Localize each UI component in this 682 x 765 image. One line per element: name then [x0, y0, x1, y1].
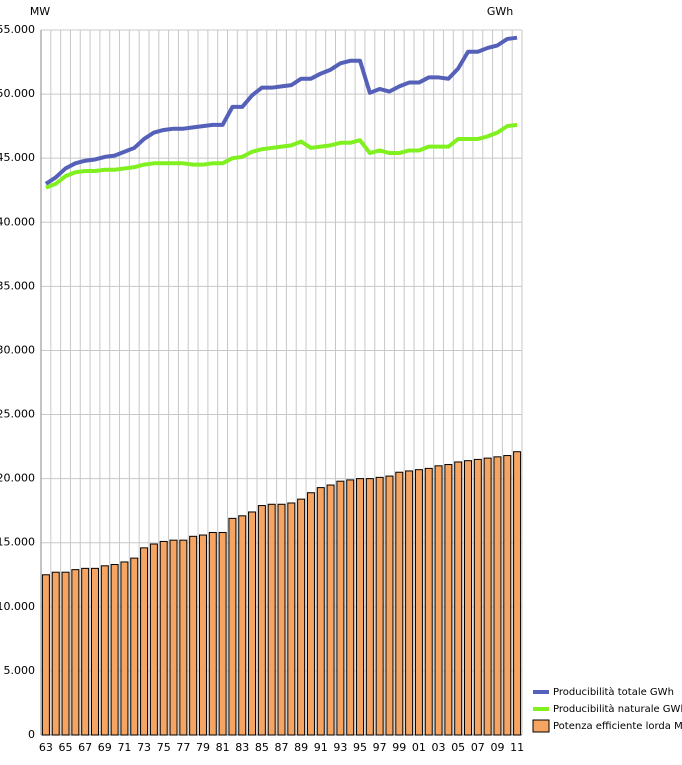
x-tick-label: 75 — [157, 741, 171, 754]
y-tick-label: 55.000 — [0, 23, 35, 36]
bar — [169, 539, 178, 736]
bar — [365, 478, 374, 736]
x-tick-label: 69 — [98, 741, 112, 754]
bar — [385, 475, 394, 736]
bar — [483, 457, 492, 736]
legend-swatch — [532, 719, 550, 733]
bar — [267, 503, 276, 736]
x-tick-label: 65 — [59, 741, 73, 754]
x-tick-label: 77 — [176, 741, 190, 754]
bar — [189, 535, 198, 736]
bar — [297, 498, 306, 736]
y-tick-label: 40.000 — [0, 215, 35, 228]
bar — [277, 503, 286, 736]
bar — [503, 455, 512, 736]
bar — [464, 460, 473, 736]
x-tick-label: 91 — [314, 741, 328, 754]
x-tick-label: 99 — [392, 741, 406, 754]
bar — [100, 565, 109, 736]
bar — [159, 540, 168, 736]
bar — [140, 547, 149, 736]
x-tick-label: 67 — [78, 741, 92, 754]
bar — [51, 571, 60, 736]
bar — [287, 502, 296, 736]
x-tick-label: 11 — [510, 741, 524, 754]
x-tick-label: 71 — [117, 741, 131, 754]
bar — [257, 505, 266, 736]
bar — [248, 511, 257, 736]
y-axis-label-right: GWh — [487, 5, 513, 18]
bar — [179, 539, 188, 736]
y-tick-label: 35.000 — [0, 279, 35, 292]
x-tick-label: 83 — [235, 741, 249, 754]
bar — [444, 464, 453, 736]
bar — [61, 571, 70, 736]
x-tick-label: 87 — [275, 741, 289, 754]
bar — [405, 470, 414, 736]
bar — [218, 531, 227, 736]
bar — [375, 476, 384, 736]
bar — [149, 543, 158, 736]
bar — [208, 531, 217, 736]
bar — [414, 469, 423, 736]
line — [45, 122, 518, 190]
x-tick-label: 09 — [490, 741, 504, 754]
bar — [306, 492, 315, 736]
x-tick-label: 07 — [471, 741, 485, 754]
bar — [395, 471, 404, 736]
y-axis-label-left: MW — [30, 5, 50, 18]
bar — [424, 467, 433, 736]
bar — [238, 515, 247, 736]
bar — [110, 564, 119, 736]
x-tick-label: 01 — [412, 741, 426, 754]
x-tick-label: 63 — [39, 741, 53, 754]
bar — [120, 561, 129, 736]
x-tick-label: 73 — [137, 741, 151, 754]
y-tick-label: 20.000 — [0, 472, 35, 485]
bar — [473, 458, 482, 736]
x-tick-label: 81 — [216, 741, 230, 754]
y-tick-label: 50.000 — [0, 87, 35, 100]
x-tick-label: 85 — [255, 741, 269, 754]
y-tick-label: 30.000 — [0, 343, 35, 356]
bar — [493, 456, 502, 736]
bar — [81, 567, 90, 736]
y-tick-label: 25.000 — [0, 408, 35, 421]
x-tick-label: 89 — [294, 741, 308, 754]
y-tick-label: 0 — [28, 728, 35, 741]
bar — [316, 487, 325, 736]
y-tick-label: 15.000 — [0, 536, 35, 549]
y-tick-label: 45.000 — [0, 151, 35, 164]
x-tick-label: 03 — [432, 741, 446, 754]
bar — [434, 465, 443, 736]
x-tick-label: 93 — [333, 741, 347, 754]
y-tick-label: 10.000 — [0, 600, 35, 613]
x-tick-label: 79 — [196, 741, 210, 754]
x-tick-label: 05 — [451, 741, 465, 754]
bar — [90, 567, 99, 736]
bar — [198, 534, 207, 736]
x-tick-label: 95 — [353, 741, 367, 754]
line — [44, 35, 518, 186]
bar — [346, 479, 355, 736]
y-tick-label: 5.000 — [4, 664, 36, 677]
bar — [326, 484, 335, 736]
bar — [454, 461, 463, 736]
bar — [513, 451, 522, 736]
x-tick-label: 97 — [373, 741, 387, 754]
bar — [336, 480, 345, 736]
bar — [41, 574, 50, 736]
bar — [71, 569, 80, 736]
legend-label: Producibilità naturale GWh — [553, 703, 682, 715]
legend-label: Potenza efficiente lorda MW — [553, 721, 682, 732]
legend-label: Producibilità totale GWh — [553, 686, 674, 698]
bar — [356, 478, 365, 736]
bar — [130, 557, 139, 736]
bar — [228, 517, 237, 736]
